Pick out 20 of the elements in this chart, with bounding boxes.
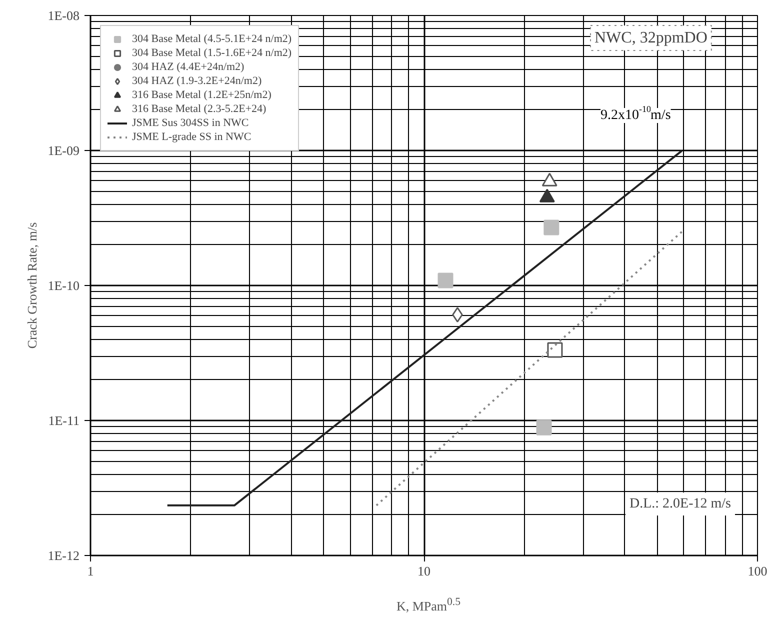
legend-label: 316 Base Metal (2.3-5.2E+24) — [132, 102, 266, 116]
legend-label: 304 Base Metal (1.5-1.6E+24 n/m2) — [132, 46, 292, 60]
y-axis-title: Crack Growth Rate, m/s — [24, 222, 40, 349]
x-tick-label: 1 — [87, 564, 94, 578]
x-tick-label: 10 — [418, 564, 430, 578]
annotation: NWC, 32ppmDO — [594, 30, 708, 46]
legend-label: 304 HAZ (4.4E+24n/m2) — [132, 60, 244, 74]
y-tick-label: 1E-08 — [48, 8, 80, 23]
legend-label: 316 Base Metal (1.2E+25n/m2) — [132, 88, 272, 102]
legend-label: 304 HAZ (1.9-3.2E+24n/m2) — [132, 74, 262, 88]
y-tick-label: 1E-09 — [48, 143, 80, 158]
y-tick-label: 1E-12 — [48, 548, 80, 563]
legend-label: 304 Base Metal (4.5-5.1E+24 n/m2) — [132, 32, 292, 46]
y-tick-label: 1E-10 — [48, 278, 80, 293]
x-axis-title: K, MPam$^{0.5}$ — [396, 595, 461, 616]
legend-label: JSME L-grade SS in NWC — [132, 130, 252, 144]
y-tick-label: 1E-11 — [48, 413, 80, 428]
x-tick-label: 100 — [748, 564, 768, 578]
annotation: D.L.: 2.0E-12 m/s — [630, 496, 731, 512]
legend-label: JSME Sus 304SS in NWC — [132, 116, 249, 130]
